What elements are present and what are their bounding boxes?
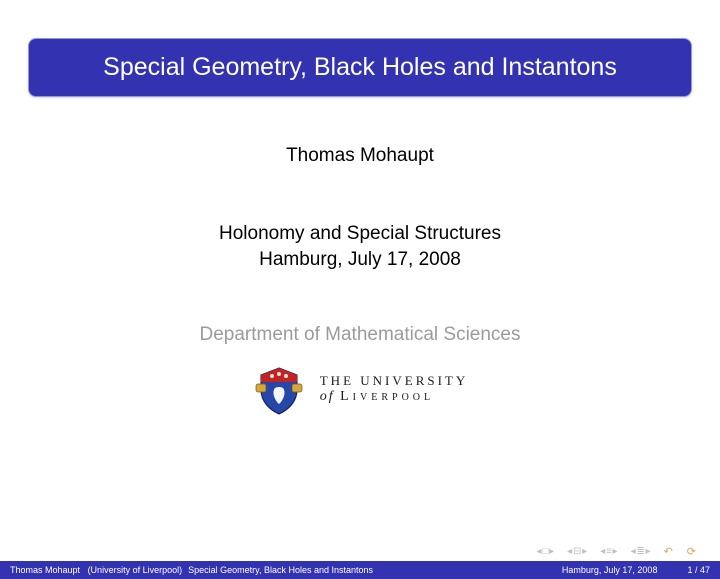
university-logo: THE UNIVERSITY of Liverpool bbox=[0, 362, 720, 416]
beamer-nav: ◂ □ ▸ ◂ ⊟ ▸ ◂ ≡ ▸ ◂ ≣ ▸ ↶ ⟳ bbox=[537, 545, 696, 558]
title-box: Special Geometry, Black Holes and Instan… bbox=[28, 38, 692, 97]
crest-icon bbox=[252, 362, 306, 416]
footer-author: Thomas Mohaupt (University of Liverpool) bbox=[10, 565, 182, 575]
conference-name: Holonomy and Special Structures bbox=[0, 221, 720, 247]
footer-bar: Thomas Mohaupt (University of Liverpool)… bbox=[0, 561, 720, 579]
nav-frame-icon[interactable]: ◂ □ ▸ bbox=[537, 546, 554, 557]
nav-section-icon[interactable]: ◂ ≡ ▸ bbox=[600, 546, 616, 557]
department: Department of Mathematical Sciences bbox=[0, 324, 720, 346]
nav-back-icon[interactable]: ↶ bbox=[664, 545, 673, 558]
nav-forward-icon[interactable]: ⟳ bbox=[687, 545, 696, 558]
university-line1: THE UNIVERSITY bbox=[320, 374, 469, 388]
university-name: THE UNIVERSITY of Liverpool bbox=[320, 374, 469, 404]
footer-date: Hamburg, July 17, 2008 bbox=[532, 565, 688, 575]
nav-subsection-icon[interactable]: ◂ ⊟ ▸ bbox=[567, 546, 586, 557]
university-line2: of Liverpool bbox=[320, 389, 469, 404]
nav-presentation-icon[interactable]: ◂ ≣ ▸ bbox=[631, 546, 650, 557]
footer-page: 1 / 47 bbox=[687, 565, 710, 575]
slide-title: Special Geometry, Black Holes and Instan… bbox=[49, 53, 671, 82]
footer-title: Special Geometry, Black Holes and Instan… bbox=[182, 565, 532, 575]
author: Thomas Mohaupt bbox=[0, 145, 720, 167]
slide: Special Geometry, Black Holes and Instan… bbox=[0, 38, 720, 579]
conference-info: Holonomy and Special Structures Hamburg,… bbox=[0, 221, 720, 272]
conference-date: Hamburg, July 17, 2008 bbox=[0, 247, 720, 273]
